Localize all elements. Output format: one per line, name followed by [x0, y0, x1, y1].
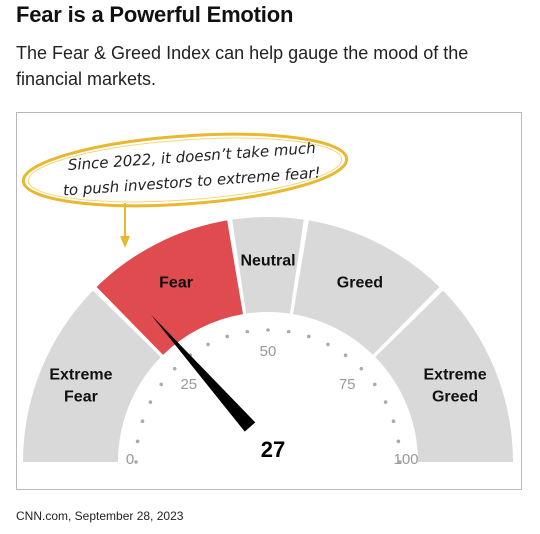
gauge-dot: [286, 329, 291, 334]
gauge-tick-label-100: 100: [393, 451, 418, 468]
gauge-segment-3: [293, 220, 440, 355]
gauge-dot: [398, 460, 402, 464]
gauge-segment-0: [23, 290, 161, 462]
gauge-dot: [396, 439, 401, 444]
gauge-segment-4: [375, 290, 513, 462]
gauge-dot: [266, 328, 270, 332]
gauge-dot: [159, 382, 164, 387]
gauge-dot: [135, 439, 140, 444]
gauge-dot: [172, 366, 177, 371]
gauge-segment-label-4-1: Greed: [432, 389, 478, 406]
gauge-tick-label-75: 75: [339, 376, 356, 393]
gauge-dot: [343, 353, 348, 358]
gauge-dot: [306, 334, 311, 339]
gauge-segment-label-0-0: Extreme: [49, 367, 112, 384]
gauge-needle-group: [150, 314, 256, 432]
gauge-dot: [206, 342, 210, 347]
callout-bubble: [21, 132, 349, 208]
gauge-dot: [225, 334, 230, 339]
callout-bubble-inner: [27, 137, 343, 203]
gauge-segment-2: [232, 217, 304, 314]
gauge-dot: [245, 329, 250, 334]
gauge-tick-label-25: 25: [180, 376, 197, 393]
gauge-dot: [391, 419, 396, 424]
chart-title: Fear is a Powerful Emotion: [16, 2, 294, 27]
gauge-segment-label-3-0: Greed: [337, 275, 383, 292]
gauge-segment-label-1-0: Fear: [159, 275, 193, 292]
gauge-tick-label-0: 0: [126, 451, 134, 468]
gauge-dot: [372, 382, 377, 387]
gauge-dots: [134, 328, 402, 464]
gauge-dot: [359, 366, 364, 371]
gauge-segment-label-0-1: Fear: [64, 389, 98, 406]
callout-pointer-arrowhead: [120, 236, 130, 248]
gauge-needle: [150, 314, 256, 432]
gauge-segment-label-2-0: Neutral: [240, 253, 295, 270]
gauge-dot: [148, 400, 153, 404]
gauge-tick-label-50: 50: [260, 343, 277, 360]
gauge-dot: [326, 342, 330, 347]
gauge-segments: [23, 217, 513, 462]
gauge-value: 27: [261, 437, 285, 462]
source-caption: CNN.com, September 28, 2023: [16, 509, 184, 523]
gauge-dot: [140, 419, 145, 424]
gauge-segment-label-4-0: Extreme: [424, 367, 487, 384]
gauge-dot: [383, 400, 388, 404]
gauge-tick-labels: 0 25 50 75 100: [126, 343, 419, 468]
gauge-segment-1: [96, 220, 243, 355]
gauge-segment-labels: Extreme Fear Fear Neutral Greed Extreme Greed: [49, 253, 486, 406]
chart-subtitle: The Fear & Greed Index can help gauge th…: [16, 43, 469, 89]
gauge-dot: [134, 460, 138, 464]
